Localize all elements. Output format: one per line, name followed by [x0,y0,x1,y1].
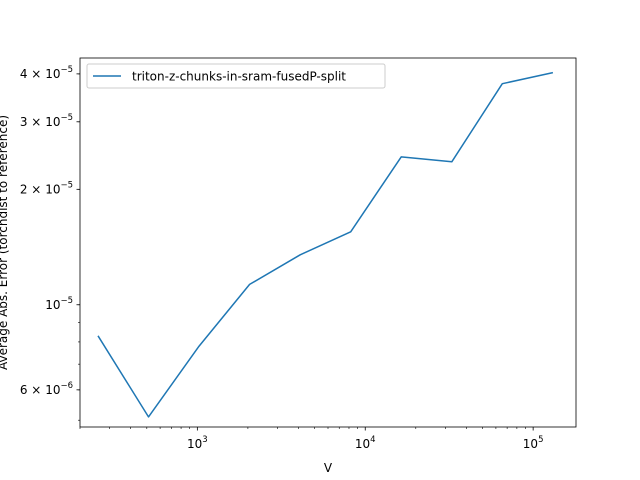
legend-box [86,63,386,89]
x-tick-label: 103 [187,435,208,451]
y-axis-label: Average Abs. Error (torchdist to referen… [0,115,10,370]
x-axis-ticks: 103 104 105 [79,427,544,451]
x-axis-label: V [324,461,333,475]
x-tick-label: 104 [355,435,376,451]
y-axis-ticks: 6 × 10−6 10−5 2 × 10−5 3 × 10−5 4 × 10−5 [20,65,80,421]
x-tick-label: 105 [523,435,544,451]
y-tick-label: 2 × 10−5 [20,180,73,196]
series-layer [97,71,554,418]
series-line [97,71,554,418]
y-tick-label: 4 × 10−5 [20,65,73,81]
y-tick-label: 6 × 10−6 [20,381,73,397]
y-tick-label: 3 × 10−5 [20,113,73,129]
y-tick-label: 10−5 [45,296,73,312]
legend: triton-z-chunks-in-sram-fusedP-split [86,63,386,89]
legend-label: triton-z-chunks-in-sram-fusedP-split [132,70,346,84]
